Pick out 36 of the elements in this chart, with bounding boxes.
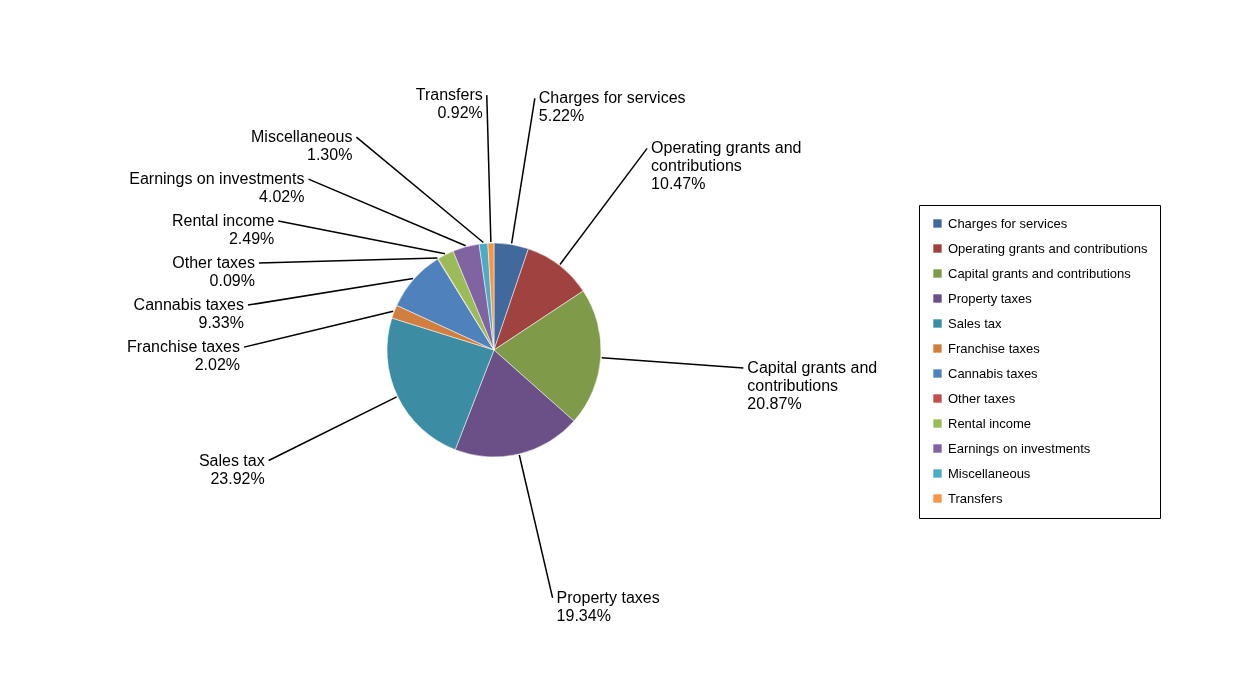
- data-label: 23.92%: [210, 469, 265, 487]
- data-label: 19.34%: [556, 606, 611, 624]
- slice-label: Other taxes: [172, 254, 255, 272]
- slice-label: Miscellaneous: [251, 128, 353, 146]
- slice-label: Sales tax: [198, 451, 265, 469]
- slice-label: Transfers: [415, 86, 483, 104]
- legend-label: Transfers: [948, 490, 1003, 506]
- data-label: 20.87%: [747, 395, 802, 413]
- data-label: 9.33%: [198, 314, 244, 332]
- data-label: 2.49%: [228, 230, 275, 248]
- legend-label: Sales tax: [948, 315, 1002, 331]
- data-label: 10.47%: [651, 175, 706, 193]
- data-label: 1.30%: [307, 146, 353, 164]
- data-label: 0.92%: [437, 104, 483, 122]
- legend-label: Miscellaneous: [948, 465, 1031, 481]
- data-label: 2.02%: [194, 356, 241, 374]
- legend-label: Property taxes: [948, 290, 1033, 306]
- slice-label: Franchise taxes: [127, 338, 241, 356]
- data-label: 4.02%: [259, 188, 305, 206]
- legend-label: Charges for services: [948, 215, 1068, 231]
- legend-label: Other taxes: [948, 390, 1016, 406]
- slice-label: Property taxes: [556, 588, 660, 606]
- slice-label: Earnings on investments: [129, 170, 305, 188]
- legend-label: Rental income: [948, 415, 1032, 431]
- slice-label: Rental income: [172, 212, 275, 230]
- legend-label: Cannabis taxes: [948, 365, 1039, 381]
- data-label: 0.09%: [209, 272, 255, 290]
- legend-label: Earnings on investments: [948, 440, 1091, 456]
- data-label: 5.22%: [538, 107, 585, 125]
- slice-label: Cannabis taxes: [133, 296, 244, 314]
- slice-label: Charges for services: [538, 89, 686, 107]
- legend-label: Capital grants and contributions: [948, 265, 1132, 281]
- slice-label: Operating grants and contributions: [651, 139, 802, 175]
- legend-label: Operating grants and contributions: [948, 240, 1148, 256]
- slice-label: Capital grants and contributions: [747, 359, 878, 395]
- legend-label: Franchise taxes: [948, 340, 1041, 356]
